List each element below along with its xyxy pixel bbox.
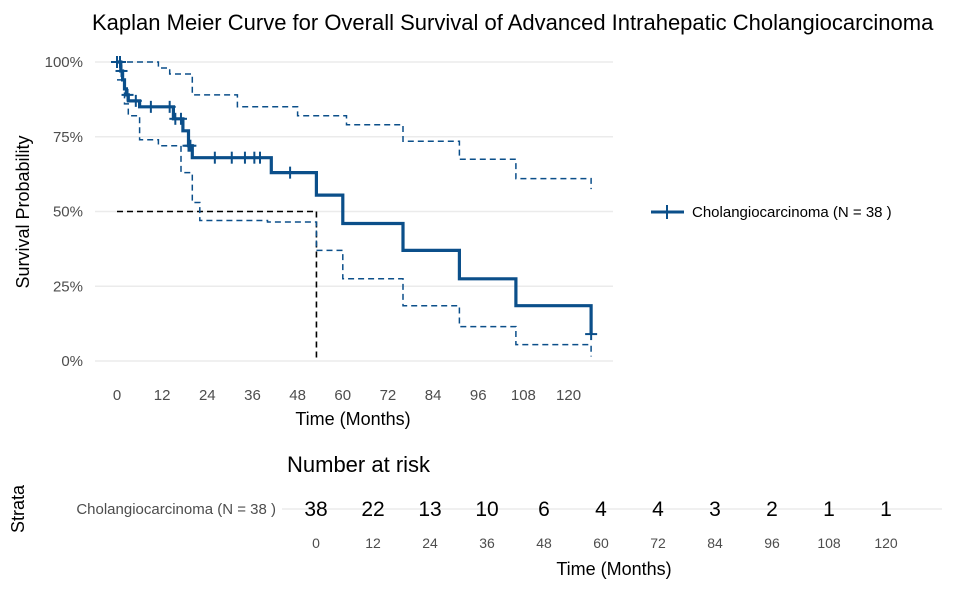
risk-time-label: 72 [650, 535, 666, 551]
censor-mark [184, 139, 197, 152]
risk-table: Number at risk Strata Cholangiocarcinoma… [8, 452, 942, 579]
x-tick-label: 24 [199, 387, 216, 404]
risk-count: 4 [595, 498, 607, 521]
x-tick-label: 108 [511, 387, 536, 404]
risk-counts: 38 22 13 10 6 4 4 3 2 1 1 [304, 498, 892, 521]
survival-curve [117, 60, 593, 335]
x-tick-label: 72 [380, 387, 397, 404]
censor-mark [114, 56, 127, 68]
risk-time-label: 60 [593, 535, 609, 551]
risk-time-label: 48 [536, 535, 552, 551]
censor-mark [225, 151, 238, 164]
risk-count: 2 [766, 498, 778, 521]
x-tick-label: 48 [289, 387, 306, 404]
risk-count: 3 [709, 498, 721, 521]
risk-table-row-label: Cholangiocarcinoma (N = 38 ) [76, 501, 276, 518]
risk-table-strata-label: Strata [8, 484, 28, 533]
x-tick-label: 84 [425, 387, 442, 404]
y-axis-label: Survival Probability [13, 135, 33, 288]
x-axis-label: Time (Months) [295, 409, 410, 429]
censor-mark [208, 151, 221, 164]
risk-time-label: 96 [764, 535, 780, 551]
x-tick-label: 12 [154, 387, 171, 404]
risk-time-label: 120 [874, 535, 898, 551]
censor-mark [174, 112, 187, 125]
x-axis-ticks: 0 12 24 36 48 60 72 84 96 108 120 [113, 387, 581, 404]
y-tick-label: 50% [53, 204, 83, 221]
x-tick-label: 36 [244, 387, 261, 404]
censor-mark [121, 88, 134, 101]
risk-time-label: 12 [365, 535, 381, 551]
chart-title: Kaplan Meier Curve for Overall Survival … [92, 10, 934, 35]
censor-mark [585, 328, 598, 341]
lower-confidence-band [117, 79, 592, 357]
risk-time-label: 0 [312, 535, 320, 551]
risk-count: 4 [652, 498, 664, 521]
risk-count: 1 [880, 498, 892, 521]
risk-time-label: 24 [422, 535, 438, 551]
upper-confidence-band [117, 61, 592, 190]
censor-mark [115, 64, 128, 77]
risk-count: 1 [823, 498, 835, 521]
risk-time-label: 36 [479, 535, 495, 551]
censor-mark [253, 151, 266, 164]
legend: Cholangiocarcinoma (N = 38 ) [651, 204, 892, 221]
y-tick-label: 100% [45, 54, 83, 71]
y-tick-label: 75% [53, 129, 83, 146]
risk-count: 6 [538, 498, 550, 521]
risk-time-label: 84 [707, 535, 723, 551]
x-tick-label: 60 [334, 387, 351, 404]
risk-count: 22 [361, 498, 384, 521]
censor-mark [163, 100, 176, 113]
censor-mark [144, 100, 157, 113]
risk-count: 13 [418, 498, 441, 521]
risk-time-label: 108 [817, 535, 841, 551]
risk-count: 38 [304, 498, 327, 521]
x-tick-label: 0 [113, 387, 121, 404]
x-tick-label: 96 [470, 387, 487, 404]
censor-mark [129, 94, 142, 107]
risk-table-x-label: Time (Months) [556, 559, 671, 579]
y-tick-label: 25% [53, 278, 83, 295]
risk-time-ticks: 0 12 24 36 48 60 72 84 96 108 120 [312, 535, 898, 551]
y-axis-ticks: 0% 25% 50% 75% 100% [45, 54, 83, 370]
risk-count: 10 [475, 498, 498, 521]
censor-mark [284, 166, 297, 179]
survival-curves [111, 56, 598, 357]
y-tick-label: 0% [61, 353, 83, 370]
legend-label: Cholangiocarcinoma (N = 38 ) [692, 204, 892, 221]
risk-table-title: Number at risk [287, 452, 431, 477]
x-tick-label: 120 [556, 387, 581, 404]
